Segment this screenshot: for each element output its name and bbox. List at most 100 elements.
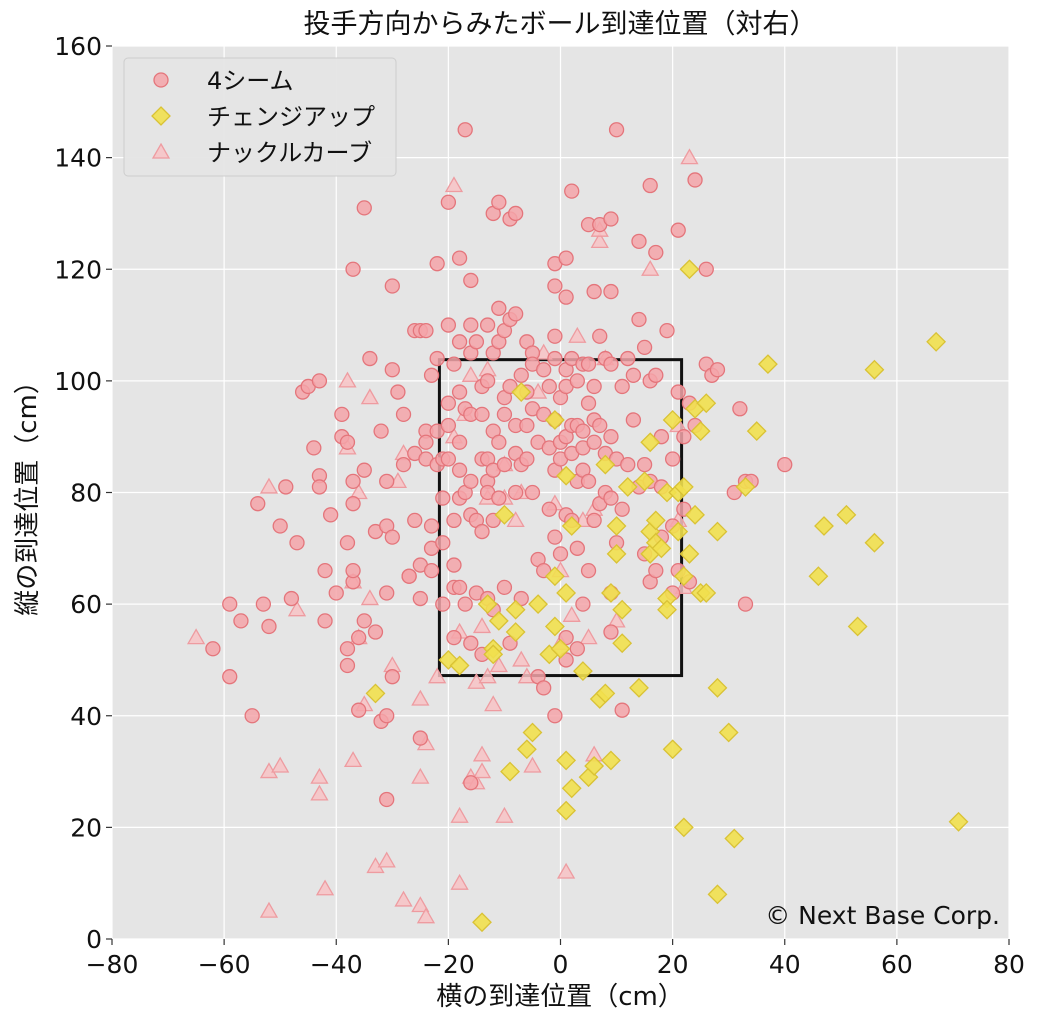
x-tick-label: −80 xyxy=(86,950,139,979)
circle-point xyxy=(463,317,479,333)
circle-point xyxy=(580,562,597,579)
circle-point xyxy=(648,367,664,383)
circle-point xyxy=(283,590,300,607)
triangle-point xyxy=(411,767,430,784)
triangle-point xyxy=(450,873,469,890)
diamond-point xyxy=(735,476,756,497)
circle-point xyxy=(435,490,451,506)
circle-point xyxy=(603,429,619,445)
circle-point xyxy=(463,635,479,651)
series-diamond xyxy=(365,259,969,933)
circle-point xyxy=(508,484,524,501)
triangle-point xyxy=(472,745,492,762)
triangle-point xyxy=(472,617,492,634)
circle-point xyxy=(569,373,585,389)
circle-point xyxy=(311,479,328,495)
circle-point xyxy=(384,669,400,685)
x-tick-label: 20 xyxy=(657,950,689,979)
circle-point xyxy=(233,613,249,629)
diamond-point xyxy=(864,532,885,553)
diamond-point xyxy=(595,683,616,704)
diamond-point xyxy=(561,516,582,536)
diamond-point xyxy=(483,644,504,665)
legend-marker-diamond xyxy=(151,106,171,126)
y-tick-label: 0 xyxy=(86,925,102,954)
circle-point xyxy=(362,350,378,367)
circle-point xyxy=(491,490,507,506)
diamond-point xyxy=(606,543,627,564)
circle-point xyxy=(586,378,602,395)
diamond-point xyxy=(690,421,711,442)
circle-point xyxy=(345,261,361,277)
diamond-point xyxy=(528,594,548,615)
circle-point xyxy=(446,557,462,573)
x-tick-label: 60 xyxy=(881,950,913,979)
diamond-point xyxy=(556,750,577,771)
diamond-point xyxy=(640,432,661,453)
diamond-point xyxy=(808,566,829,587)
circle-point xyxy=(440,417,457,434)
circle-point xyxy=(356,200,372,216)
diamond-point xyxy=(685,504,705,525)
circle-point xyxy=(625,412,642,428)
diamond-point xyxy=(449,655,470,676)
circle-point xyxy=(306,440,322,456)
circle-point xyxy=(446,512,462,529)
circle-point xyxy=(446,629,462,646)
diamond-point xyxy=(617,476,638,497)
circle-point xyxy=(569,540,585,556)
diamond-point xyxy=(718,722,739,743)
circle-point xyxy=(451,579,468,596)
circle-point xyxy=(205,641,221,657)
circle-point xyxy=(345,496,361,512)
diamond-point xyxy=(561,778,582,799)
circle-point xyxy=(429,256,445,272)
circle-point xyxy=(463,473,479,489)
circle-point xyxy=(636,339,653,356)
circle-point xyxy=(732,401,748,417)
circle-point xyxy=(575,596,591,612)
diamond-point xyxy=(926,331,947,352)
circle-point xyxy=(463,272,479,289)
circle-point xyxy=(608,122,625,138)
circle-point xyxy=(513,367,529,383)
circle-point xyxy=(586,512,602,529)
circle-point xyxy=(418,322,434,339)
triangle-point xyxy=(377,851,396,868)
circle-point xyxy=(379,791,395,808)
circle-point xyxy=(614,378,630,395)
triangle-point xyxy=(343,751,363,768)
triangle-point xyxy=(444,176,464,193)
triangle-point xyxy=(523,756,542,773)
circle-point xyxy=(395,456,412,473)
triangle-point xyxy=(590,232,609,248)
x-tick-label: −20 xyxy=(422,950,475,979)
circle-point xyxy=(547,708,563,724)
triangle-point xyxy=(338,371,357,388)
circle-point xyxy=(339,641,356,657)
y-tick-label: 60 xyxy=(70,590,102,619)
circle-point xyxy=(384,362,400,378)
triangle-point xyxy=(360,589,380,606)
circle-point xyxy=(222,669,238,685)
circle-point xyxy=(541,378,557,395)
legend-marker-triangle xyxy=(151,142,171,159)
triangle-point xyxy=(641,259,660,276)
triangle-point xyxy=(562,605,581,622)
legend-label: チェンジアップ xyxy=(207,103,375,131)
circle-point xyxy=(423,367,440,383)
diamond-point xyxy=(673,817,694,838)
circle-point xyxy=(423,562,440,579)
triangle-point xyxy=(310,784,329,801)
circle-point xyxy=(412,590,428,607)
diamond-point xyxy=(472,912,492,933)
circle-point xyxy=(547,529,563,545)
circle-point xyxy=(390,384,406,400)
diamond-point xyxy=(522,722,543,743)
triangle-point xyxy=(556,862,576,879)
circle-point xyxy=(345,473,361,489)
circle-point xyxy=(395,406,412,423)
circle-point xyxy=(592,328,608,344)
diamond-point xyxy=(864,359,885,380)
circle-point xyxy=(339,535,356,551)
